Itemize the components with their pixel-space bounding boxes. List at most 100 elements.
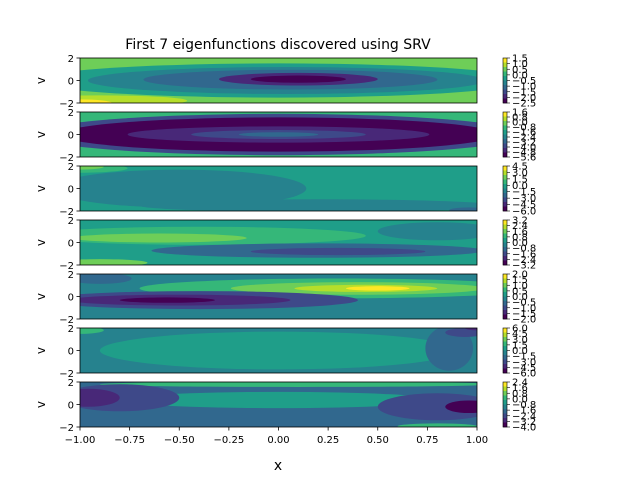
contour-band — [99, 331, 458, 370]
colorbar-tick-label: −2.0 — [512, 315, 536, 326]
colorbar-segment — [503, 134, 507, 140]
colorbar-tick-label: −2.5 — [512, 99, 536, 110]
contour-band — [377, 393, 477, 421]
colorbar-segment — [503, 328, 507, 333]
colorbar-5: 2.01.51.00.50.0−0.5−1.0−1.5−2.0 — [502, 270, 536, 326]
contour-band — [119, 391, 438, 409]
contour-band — [80, 328, 104, 334]
contour-plot-4 — [80, 220, 477, 265]
colorbar-tick-label: 1.5 — [512, 54, 528, 65]
colorbar-segment — [503, 409, 507, 414]
colorbar-tick-label: 3.0 — [512, 168, 528, 179]
colorbar-tick-label: 2.4 — [512, 378, 528, 389]
colorbar-segment — [503, 296, 507, 302]
contour-band — [80, 274, 132, 284]
colorbar-tick-label: −3.2 — [512, 261, 536, 272]
subplot-6: −2 0 2 v 6.04.53.01.50.0−1.5−3.0−4.5−6.0 — [34, 324, 536, 381]
colorbar-tick-label: −0.8 — [512, 244, 536, 255]
colorbar-tick-label: 1.5 — [512, 174, 528, 185]
colorbar-segment — [503, 148, 507, 153]
colorbar-tick-label: −1.5 — [512, 352, 536, 363]
y-axis-label: v — [34, 347, 48, 354]
colorbar-tick-label: 0.5 — [512, 286, 528, 297]
colorbar-segment — [503, 413, 507, 419]
colorbar-4: 3.22.41.60.80.0−0.8−1.6−2.4−3.2 — [502, 216, 536, 272]
colorbar-segment — [503, 188, 507, 194]
contour-band — [119, 297, 215, 303]
colorbar-tick-label: −4.5 — [512, 200, 536, 211]
colorbar-segment — [503, 116, 507, 122]
y-tick-label: 0 — [68, 401, 74, 412]
colorbar-segment — [503, 368, 507, 374]
y-tick-label: 0 — [68, 77, 74, 88]
colorbar-segment — [503, 98, 507, 104]
colorbar-segment — [503, 355, 507, 360]
colorbar-tick-label: −1.6 — [512, 406, 536, 417]
y-tick-label: 0 — [68, 347, 74, 358]
colorbar-segment — [503, 94, 507, 99]
colorbar-tick-label: 1.6 — [512, 383, 528, 394]
colorbar-segment — [503, 67, 507, 72]
subplot-panels: −202v1.51.00.50.0−0.5−1.0−1.5−2.0−2.5−20… — [34, 54, 536, 435]
colorbar-6: 6.04.53.01.50.0−1.5−3.0−4.5−6.0 — [502, 324, 536, 380]
colorbar-segment — [503, 260, 507, 266]
colorbar-segment — [503, 71, 507, 77]
colorbar-tick-label: −1.6 — [512, 128, 536, 139]
colorbar-tick-label: −4.0 — [512, 143, 536, 154]
colorbar-segment — [503, 274, 507, 279]
colorbar-tick-label: 2.4 — [512, 221, 528, 232]
colorbar-segment — [503, 152, 507, 158]
colorbar-tick-label: 0.0 — [512, 292, 528, 303]
y-tick-label: 2 — [68, 216, 74, 227]
contour-plot-3 — [80, 166, 477, 211]
colorbar-tick-label: −1.0 — [512, 82, 536, 93]
y-tick-label: −2 — [59, 369, 74, 380]
colorbar-tick-label: 3.0 — [512, 335, 528, 346]
colorbar-tick-label: 2.0 — [512, 270, 528, 281]
contour-plot-5 — [80, 274, 477, 319]
colorbar-segment — [503, 233, 507, 239]
colorbar-frame — [502, 165, 508, 212]
colorbar-segment — [503, 125, 507, 131]
colorbar-tick-label: −2.4 — [512, 255, 536, 266]
colorbar-tick-label: −6.0 — [512, 207, 536, 218]
colorbar-tick-label: 6.0 — [512, 324, 528, 335]
y-tick-label: −2 — [59, 261, 74, 272]
y-axis-label: v — [34, 77, 48, 84]
x-axis-label: x — [274, 458, 282, 474]
subplot-5: −2 0 2 v 2.01.51.00.50.0−0.5−1.0−1.5−2.0 — [34, 270, 536, 327]
colorbar-segment — [503, 175, 507, 180]
colorbar-tick-label: 0.0 — [512, 394, 528, 405]
colorbar-tick-label: −2.4 — [512, 411, 536, 422]
y-tick-label: 2 — [68, 378, 74, 389]
colorbar-segment — [503, 85, 507, 90]
y-axis-label: v — [34, 239, 48, 246]
x-tick-label: 0.50 — [367, 435, 389, 446]
colorbar-tick-label: −6.0 — [512, 369, 536, 380]
x-tick-label: −0.75 — [114, 435, 145, 446]
colorbar-tick-label: −1.0 — [512, 303, 536, 314]
contour-plot-2 — [80, 112, 477, 157]
y-axis-label: v — [34, 185, 48, 192]
colorbar-segment — [503, 242, 507, 248]
subplot-4: −2 0 2 v 3.22.41.60.80.0−0.8−1.6−2.4−3.2 — [34, 216, 536, 273]
colorbar-segment — [503, 301, 507, 306]
colorbar-segment — [503, 238, 507, 243]
colorbar-segment — [503, 220, 507, 225]
colorbar-tick-label: 0.0 — [512, 181, 528, 192]
colorbar-segment — [503, 247, 507, 252]
colorbar-2: 1.60.80.0−0.8−1.6−2.4−3.2−4.0−4.8−5.6 — [502, 108, 536, 164]
colorbar-tick-label: −1.6 — [512, 249, 536, 260]
colorbar-segment — [503, 283, 507, 288]
contour-band — [80, 166, 104, 170]
colorbar-segment — [503, 359, 507, 365]
colorbar-tick-label: 0.0 — [512, 118, 528, 129]
colorbar-segment — [503, 89, 507, 95]
colorbar-segment — [503, 121, 507, 126]
subplot-3: −2 0 2 v 4.53.01.50.0−1.5−3.0−4.5−6.0 — [34, 162, 536, 219]
contour-band — [377, 222, 477, 241]
colorbar-segment — [503, 256, 507, 261]
contour-band — [139, 199, 477, 211]
x-tick-label: 0.25 — [317, 435, 339, 446]
